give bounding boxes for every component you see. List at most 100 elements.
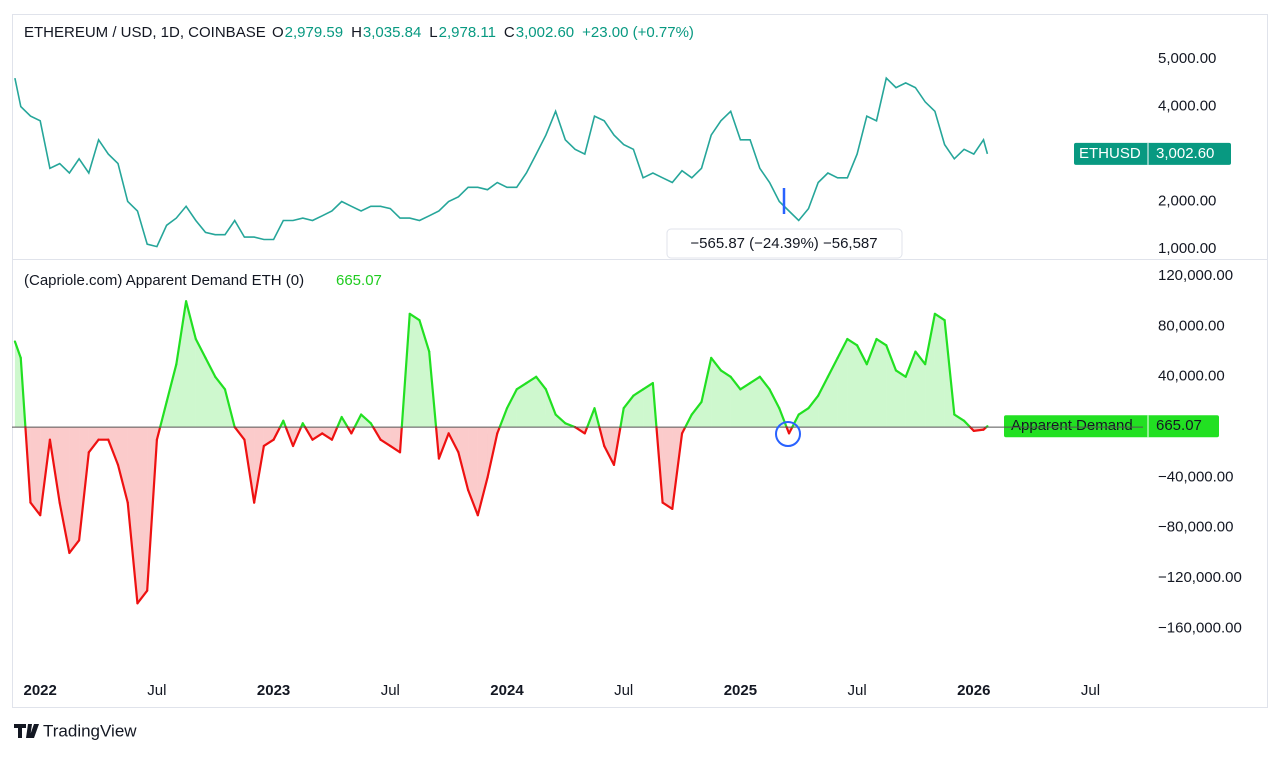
area-fill xyxy=(662,427,673,509)
demand-line xyxy=(632,388,645,397)
demand-line xyxy=(253,444,265,504)
demand-line xyxy=(914,350,927,366)
x-tick-label: Jul xyxy=(847,682,866,699)
demand-line xyxy=(155,426,162,441)
area-fill xyxy=(516,383,527,428)
area-fill xyxy=(108,427,119,465)
demand-line xyxy=(311,432,324,441)
frame xyxy=(12,14,1268,708)
area-fill xyxy=(808,395,819,428)
demand-line xyxy=(87,438,100,454)
area-fill xyxy=(59,427,70,553)
ohlc-value: 3,035.84 xyxy=(363,24,421,41)
demand-line xyxy=(953,413,966,422)
demand-line xyxy=(817,375,830,397)
demand-line xyxy=(924,312,936,366)
area-fill xyxy=(166,364,177,428)
demand-line xyxy=(690,400,703,416)
y-tick-label: 2,000.00 xyxy=(1158,192,1216,209)
area-fill xyxy=(915,351,926,428)
ohlc-key: L xyxy=(429,24,437,41)
demand-line xyxy=(291,426,303,448)
area-fill xyxy=(215,376,225,428)
demand-line xyxy=(749,375,761,385)
area-fill xyxy=(895,370,906,428)
price-tag-name: ETHUSD xyxy=(1079,145,1141,162)
x-tick-label: 2022 xyxy=(24,682,57,699)
demand-line xyxy=(223,388,236,429)
brand: TradingView xyxy=(43,721,137,740)
demand-line xyxy=(466,488,479,517)
demand-line xyxy=(330,426,339,441)
area-fill xyxy=(409,313,420,428)
demand-line xyxy=(447,432,460,454)
demand-line xyxy=(303,426,314,441)
indicator xyxy=(13,300,989,605)
demand-line xyxy=(619,407,625,429)
tv-logo xyxy=(14,724,39,738)
area-fill xyxy=(818,376,828,428)
area-fill xyxy=(934,313,945,428)
area-fill xyxy=(711,357,721,428)
demand-line xyxy=(544,388,557,416)
area-fill xyxy=(14,341,21,428)
area-fill xyxy=(88,427,99,453)
tooltip-text: −565.87 (−24.39%) −56,587 xyxy=(690,235,877,252)
demand-line xyxy=(146,438,159,592)
demand-line xyxy=(243,438,256,504)
demand-line xyxy=(126,501,139,605)
change: +23.00 (+0.77%) xyxy=(582,24,694,41)
area-fill xyxy=(604,427,614,465)
demand-line xyxy=(826,356,839,378)
demand-line xyxy=(797,407,810,416)
demand-line xyxy=(573,426,586,435)
demand-line xyxy=(116,463,129,504)
demand-line xyxy=(505,388,518,410)
area-fill xyxy=(837,339,848,428)
demand-line xyxy=(564,422,577,429)
demand-line xyxy=(622,394,635,410)
demand-line xyxy=(262,438,275,448)
demand-tag-value: 665.07 xyxy=(1156,417,1202,434)
demand-line xyxy=(875,337,888,347)
y-tick-label: 120,000.00 xyxy=(1158,267,1233,284)
demand-line xyxy=(855,344,868,366)
demand-line xyxy=(962,419,972,429)
area-fill xyxy=(750,376,760,428)
demand-line xyxy=(360,413,372,425)
area-fill xyxy=(954,414,965,428)
area-fill xyxy=(759,376,770,428)
demand-line xyxy=(739,381,752,391)
area-fill xyxy=(390,427,401,453)
demand-line xyxy=(336,415,343,429)
area-fill xyxy=(643,383,653,428)
demand-line xyxy=(586,407,596,429)
area-fill xyxy=(857,345,867,428)
area-fill xyxy=(545,389,556,428)
demand-line xyxy=(194,337,207,359)
demand-line xyxy=(671,432,684,510)
area-fill xyxy=(769,389,780,428)
demand-line xyxy=(284,426,295,448)
demand-line xyxy=(603,444,616,466)
demand-tag xyxy=(1004,415,1219,438)
demand-line xyxy=(321,432,334,441)
demand-line xyxy=(791,413,800,429)
demand-line xyxy=(39,438,52,517)
price-tag-value: 3,002.60 xyxy=(1156,145,1214,162)
demand-line xyxy=(379,438,392,448)
ohlc-value: 3,002.60 xyxy=(516,24,574,41)
demand-line xyxy=(515,381,528,391)
area-fill xyxy=(623,395,634,428)
y-tick-label: 4,000.00 xyxy=(1158,98,1216,115)
demand-line xyxy=(214,375,227,391)
ohlc-key: H xyxy=(351,24,362,41)
demand-line xyxy=(758,375,771,391)
x-tick-label: Jul xyxy=(147,682,166,699)
demand-line xyxy=(719,369,732,378)
indicator-value: 665.07 xyxy=(336,272,382,289)
price-tag xyxy=(1074,142,1231,165)
area-fill xyxy=(98,427,109,440)
demand-line xyxy=(204,356,217,378)
